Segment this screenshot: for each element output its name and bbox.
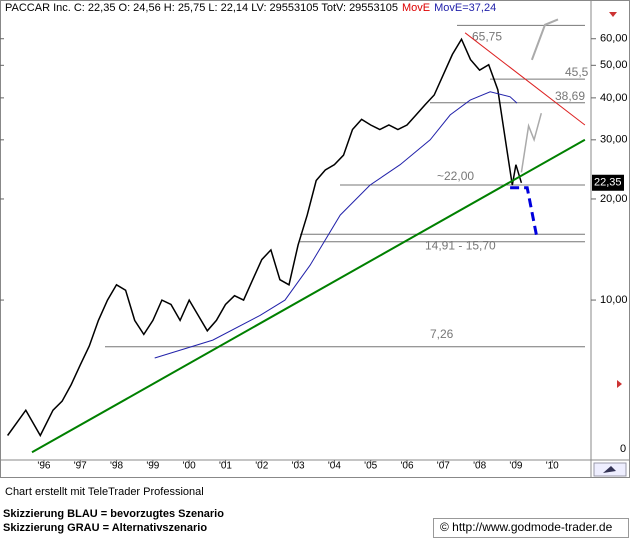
x-tick-label: '02 — [255, 461, 268, 472]
frame — [0, 0, 630, 478]
y-tick-label: 20,00 — [600, 193, 628, 205]
x-tick-label: '01 — [219, 461, 232, 472]
series-line — [464, 32, 586, 126]
x-tick-label: '99 — [146, 461, 159, 472]
series-line — [154, 91, 518, 359]
x-tick-label: '08 — [473, 461, 486, 472]
x-tick-label: '06 — [400, 461, 413, 472]
credit: Chart erstellt mit TeleTrader Profession… — [5, 486, 204, 498]
level-label: 14,91 - 15,70 — [425, 238, 496, 252]
ma-value-label: MovE=37,24 — [434, 2, 496, 14]
tool-glyph — [603, 466, 616, 473]
source: © http://www.godmode-trader.de — [440, 520, 613, 534]
level-label: 65,75 — [472, 30, 502, 44]
x-tick-label: '05 — [364, 461, 377, 472]
y-tick-label: 10,00 — [600, 294, 628, 306]
x-tick-label: '98 — [110, 461, 123, 472]
y-tick-label: 30,00 — [600, 134, 628, 146]
series-line — [520, 113, 543, 173]
series-line — [6, 37, 523, 438]
x-tick-label: '96 — [37, 461, 50, 472]
header-text: PACCAR Inc. C: 22,35 O: 24,56 H: 25,75 L… — [5, 2, 398, 14]
x-tick-label: '03 — [292, 461, 305, 472]
arrow-marker — [609, 12, 617, 17]
series-line — [510, 186, 539, 239]
level-label: ~22,00 — [437, 169, 474, 183]
arrow-marker — [617, 380, 622, 388]
x-tick-label: '09 — [509, 461, 522, 472]
x-tick-label: '00 — [183, 461, 196, 472]
last-price-label: 22,35 — [594, 177, 622, 189]
series-line — [530, 18, 559, 61]
legend-blue: Skizzierung BLAU = bevorzugtes Szenario — [3, 508, 224, 520]
x-tick-label: '07 — [437, 461, 450, 472]
x-tick-label: '97 — [74, 461, 87, 472]
x-tick-label: '04 — [328, 461, 341, 472]
y-tick-label: 0 — [620, 443, 626, 455]
y-tick-label: 40,00 — [600, 92, 628, 104]
last-price-box — [592, 174, 624, 191]
x-tick-label: '10 — [546, 461, 559, 472]
source-box — [433, 518, 629, 538]
y-tick-label: 50,00 — [600, 59, 628, 71]
legend-gray: Skizzierung GRAU = Alternativszenario — [3, 522, 207, 534]
series-line — [31, 138, 586, 454]
ma-label: MovE — [402, 2, 430, 14]
level-label: 38,69 — [555, 89, 585, 103]
y-tick-label: 60,00 — [600, 33, 628, 45]
level-label: 7,26 — [430, 327, 454, 341]
level-label: 45,5 — [565, 65, 589, 79]
